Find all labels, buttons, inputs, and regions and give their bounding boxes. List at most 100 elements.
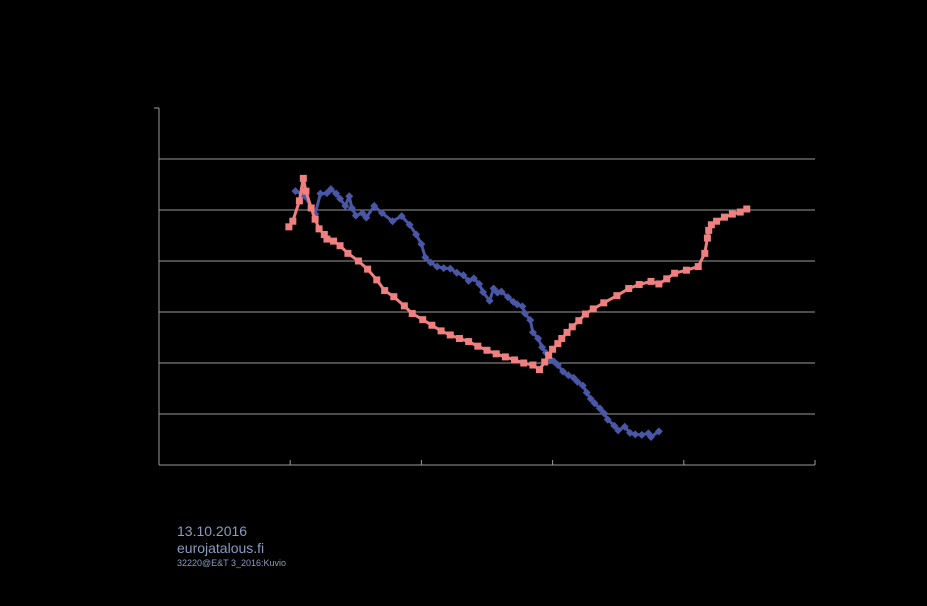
data-point <box>295 197 303 205</box>
data-point <box>563 328 571 336</box>
data-point <box>452 268 461 277</box>
data-point <box>364 265 372 273</box>
series-1 <box>291 185 663 441</box>
data-point <box>610 421 619 430</box>
data-point <box>590 399 599 408</box>
data-point <box>529 361 537 369</box>
data-point <box>595 404 604 413</box>
data-point <box>332 189 341 198</box>
data-point <box>569 373 578 382</box>
data-point <box>397 212 406 221</box>
data-point <box>446 331 454 339</box>
data-point <box>302 187 310 195</box>
data-point <box>358 209 367 218</box>
data-point <box>701 249 709 257</box>
data-point <box>620 422 629 431</box>
data-point <box>433 262 442 271</box>
data-point <box>654 427 663 436</box>
data-point <box>469 274 478 283</box>
data-point <box>600 299 608 307</box>
data-point <box>528 328 537 337</box>
data-point <box>326 185 335 194</box>
data-point <box>291 187 300 196</box>
data-point <box>417 240 426 249</box>
data-point <box>341 201 350 210</box>
data-point <box>405 220 414 229</box>
data-point <box>520 359 528 367</box>
data-point <box>311 215 319 223</box>
data-point <box>408 310 416 318</box>
data-point <box>336 242 344 250</box>
footer-code: 32220@E&T 3_2016:Kuvio <box>177 558 287 568</box>
data-point <box>344 249 352 257</box>
data-point <box>362 213 371 222</box>
data-point <box>347 203 356 212</box>
data-point <box>421 253 430 262</box>
footer-site: eurojatalous.fi <box>177 540 265 556</box>
data-point <box>538 343 547 352</box>
chart-axes <box>154 107 816 466</box>
data-point <box>613 292 621 300</box>
data-point <box>736 208 744 216</box>
data-point <box>703 234 711 242</box>
data-point <box>720 213 728 221</box>
data-point <box>671 269 679 277</box>
data-point <box>354 257 362 265</box>
data-point <box>603 415 612 424</box>
data-point <box>373 276 381 284</box>
data-point <box>439 264 448 273</box>
data-point <box>299 174 307 182</box>
data-point <box>554 340 562 348</box>
data-point <box>455 335 463 343</box>
data-point <box>728 210 736 218</box>
data-point <box>518 302 527 311</box>
data-point <box>388 217 397 226</box>
data-point <box>370 201 379 210</box>
data-point <box>582 388 591 397</box>
data-point <box>682 266 690 274</box>
data-point <box>329 237 337 245</box>
chart-gridlines <box>159 158 815 415</box>
data-point <box>586 394 595 403</box>
data-point <box>419 316 427 324</box>
data-point <box>637 430 646 439</box>
data-point <box>322 189 331 198</box>
data-point <box>503 293 512 302</box>
data-point <box>521 309 530 318</box>
data-point <box>428 321 436 329</box>
series-2 <box>285 174 751 374</box>
data-point <box>320 230 328 238</box>
data-point <box>285 223 293 231</box>
data-point <box>568 323 576 331</box>
data-point <box>663 275 671 283</box>
data-point <box>578 381 587 390</box>
data-point <box>465 338 473 346</box>
data-point <box>289 217 297 225</box>
data-point <box>390 293 398 301</box>
data-point <box>573 377 582 386</box>
data-point <box>526 316 535 325</box>
data-point <box>412 230 421 239</box>
data-point <box>345 192 354 201</box>
data-point <box>307 204 315 212</box>
data-point <box>426 258 435 267</box>
data-point <box>743 205 751 213</box>
data-point <box>647 432 655 441</box>
data-point <box>459 271 468 280</box>
data-point <box>541 358 549 366</box>
data-point <box>589 305 597 313</box>
data-point <box>316 189 325 198</box>
data-point <box>545 351 553 359</box>
data-point <box>437 327 445 335</box>
data-point <box>614 426 623 435</box>
data-point <box>599 408 608 417</box>
data-point <box>381 287 389 295</box>
data-point <box>483 346 491 354</box>
data-point <box>511 356 519 364</box>
data-point <box>655 280 663 288</box>
chart-series <box>285 174 751 441</box>
data-point <box>479 288 488 297</box>
data-point <box>378 209 387 218</box>
data-point <box>558 335 566 343</box>
